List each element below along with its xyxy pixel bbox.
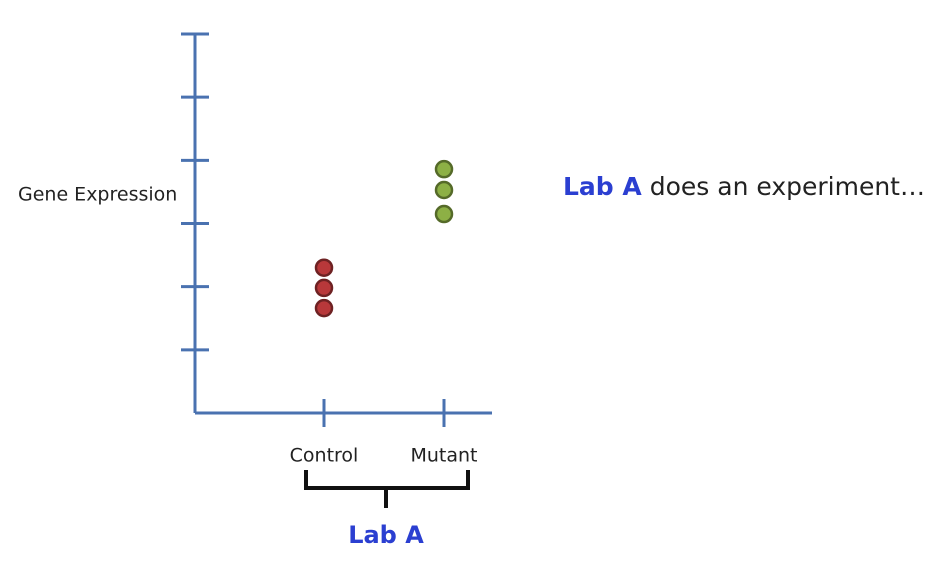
y-axis-label: Gene Expression xyxy=(18,184,177,206)
data-point xyxy=(434,204,454,224)
data-point xyxy=(434,180,454,200)
data-point xyxy=(314,278,334,298)
group-label: Lab A xyxy=(348,521,424,549)
annotation-text: does an experiment… xyxy=(650,172,925,201)
annotation-highlight: Lab A xyxy=(563,172,642,201)
group-bracket xyxy=(304,470,470,508)
x-tick-label: Control xyxy=(290,445,359,467)
x-tick-label: Mutant xyxy=(410,445,477,467)
data-point xyxy=(434,159,454,179)
data-point xyxy=(314,258,334,277)
data-point xyxy=(314,298,334,318)
annotation: Lab A does an experiment… xyxy=(563,172,925,201)
